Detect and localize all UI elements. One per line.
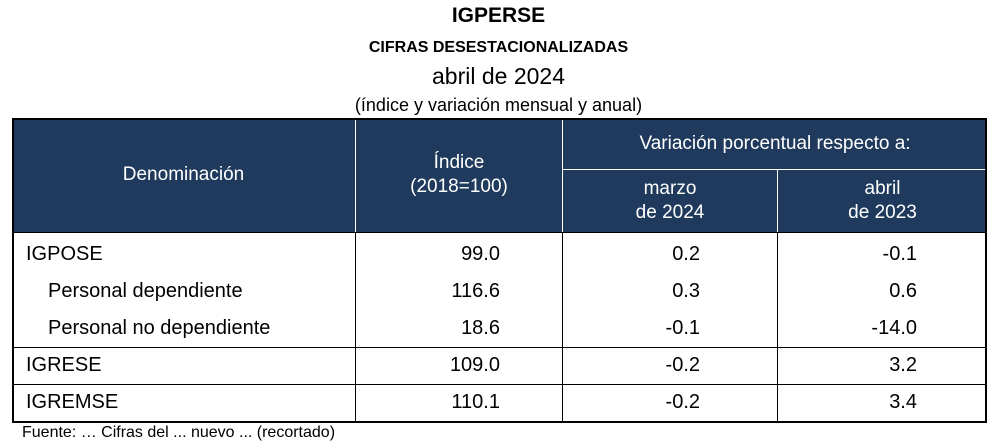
- header-abril: abril de 2023: [777, 170, 987, 232]
- header-variacion: Variación porcentual respecto a:: [562, 118, 987, 170]
- table-row: Personal dependiente 116.6 0.3 0.6: [12, 273, 987, 310]
- row-indice: 116.6: [451, 280, 500, 302]
- row-name: IGPOSE: [26, 243, 103, 265]
- row-divider: [12, 347, 987, 348]
- table-row: IGREMSE 110.1 -0.2 3.4: [12, 384, 987, 421]
- header-divider: [12, 232, 987, 233]
- row-var-marzo: -0.1: [665, 317, 700, 339]
- table-row: IGPOSE 99.0 0.2 -0.1: [12, 236, 987, 273]
- row-var-abril: 3.4: [889, 391, 917, 413]
- row-var-marzo: -0.2: [665, 391, 700, 413]
- row-indice: 109.0: [449, 354, 500, 376]
- header-marzo-year: de 2024: [635, 202, 705, 223]
- header-variacion-label: Variación porcentual respecto a:: [639, 132, 911, 154]
- footnote: Fuente: … Cifras del ... nuevo ... (reco…: [22, 424, 336, 441]
- header-denominacion-label: Denominación: [122, 164, 245, 185]
- row-indice: 110.1: [451, 391, 500, 413]
- header-indice-base: (2018=100): [410, 176, 508, 197]
- header-indice: Índice (2018=100): [355, 118, 562, 232]
- row-name: IGRESE: [26, 354, 102, 376]
- row-divider: [12, 384, 987, 385]
- row-name: Personal no dependiente: [48, 317, 271, 339]
- row-indice: 99.0: [461, 243, 500, 265]
- header-marzo: marzo de 2024: [562, 170, 777, 232]
- row-var-abril: -0.1: [882, 243, 917, 265]
- header-abril-year: de 2023: [848, 202, 917, 223]
- data-table: Denominación Índice (2018=100) Variación…: [12, 118, 987, 423]
- row-indice: 18.6: [461, 317, 500, 339]
- header-denominacion: Denominación: [12, 118, 355, 232]
- header-marzo-month: marzo: [643, 178, 697, 199]
- row-var-marzo: -0.2: [665, 354, 700, 376]
- table-row: IGRESE 109.0 -0.2 3.2: [12, 347, 987, 384]
- header-abril-month: abril: [864, 178, 901, 199]
- row-var-marzo: 0.2: [672, 243, 700, 265]
- table-row: Personal no dependiente 18.6 -0.1 -14.0: [12, 310, 987, 347]
- row-var-marzo: 0.3: [672, 280, 700, 302]
- column-divider: [562, 232, 563, 423]
- row-var-abril: 3.2: [889, 354, 917, 376]
- page-subtitle: CIFRAS DESESTACIONALIZADAS: [368, 39, 629, 56]
- table-note: (índice y variación mensual y anual): [354, 95, 643, 115]
- header-indice-label: Índice: [433, 152, 485, 173]
- page-title: IGPERSE: [451, 4, 546, 27]
- row-name: IGREMSE: [26, 391, 119, 413]
- row-var-abril: -14.0: [871, 317, 917, 339]
- column-divider: [355, 232, 356, 423]
- column-divider: [777, 232, 778, 423]
- row-var-abril: 0.6: [889, 280, 917, 302]
- row-name: Personal dependiente: [48, 280, 243, 302]
- period-label: abril de 2024: [432, 63, 565, 89]
